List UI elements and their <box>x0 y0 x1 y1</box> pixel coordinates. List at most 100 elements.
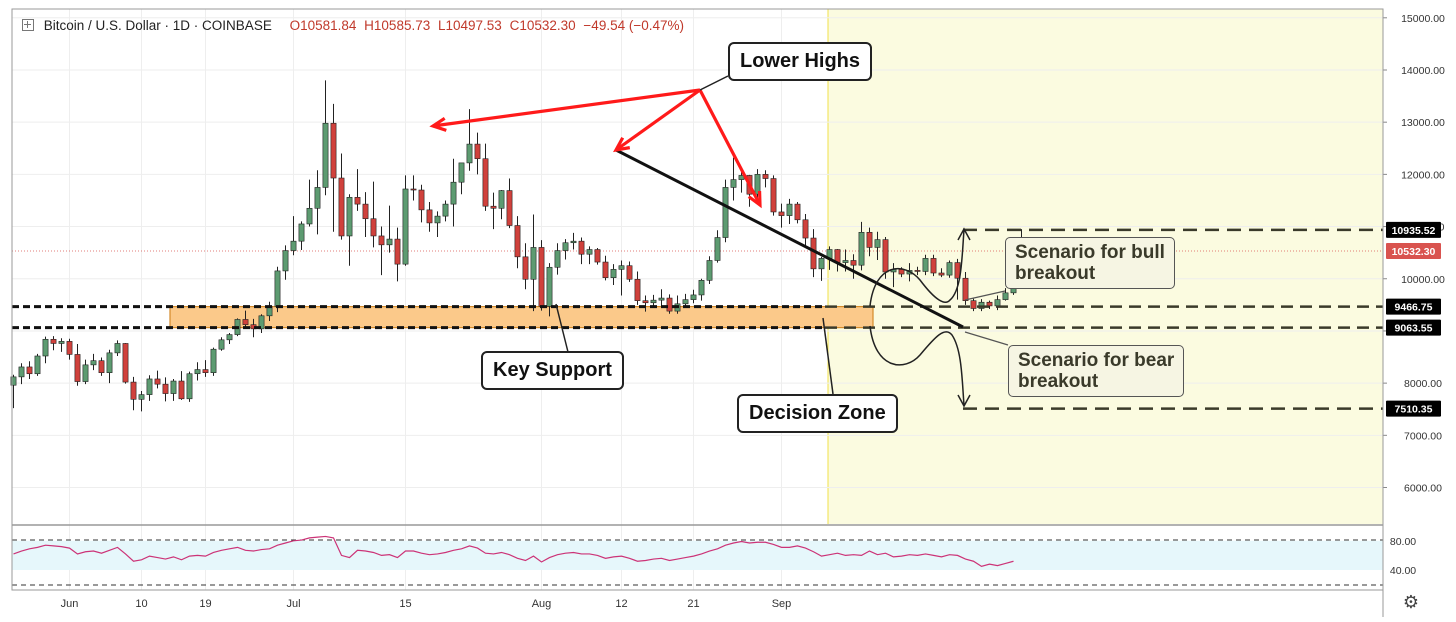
bear-scenario-arrowhead <box>957 394 971 408</box>
candle-body <box>466 143 473 164</box>
candle <box>786 198 793 224</box>
candle-body <box>34 355 41 375</box>
candle-body <box>730 179 737 188</box>
candle <box>522 243 529 290</box>
candle <box>754 169 761 199</box>
candle-body <box>482 158 489 207</box>
candle <box>466 109 473 171</box>
candle-body <box>498 190 505 209</box>
candle <box>186 371 193 402</box>
candle <box>170 378 177 401</box>
price-label-support-upper-box <box>1386 298 1441 315</box>
candle-body <box>18 366 25 378</box>
lower-highs-pointer <box>699 75 729 91</box>
candle-body <box>138 394 145 400</box>
candle-body <box>66 341 73 355</box>
candle-body <box>42 338 49 357</box>
candle <box>370 181 377 248</box>
candle-body <box>610 269 617 279</box>
candle <box>666 294 673 314</box>
rsi-tick-label: 40.00 <box>1390 565 1416 577</box>
candle <box>802 214 809 248</box>
rsi-series-line <box>13 535 1014 567</box>
candle <box>474 132 481 175</box>
candle <box>458 162 465 195</box>
key-support-label: Key Support <box>481 351 624 390</box>
candle-body <box>394 238 401 265</box>
candle <box>506 178 513 229</box>
candle-body <box>994 299 1001 307</box>
lower-highs-arrow-1 <box>432 88 701 128</box>
candle-body <box>426 209 433 224</box>
candle-body <box>570 240 577 244</box>
bear-scenario-label: Scenario for bear breakout <box>1008 345 1185 397</box>
decision-zone-pointer <box>822 317 834 395</box>
candle-body <box>538 247 545 307</box>
rsi-tick-label: 80.00 <box>1390 536 1416 548</box>
candle-body <box>346 197 353 237</box>
candle-body <box>522 256 529 280</box>
candle-body <box>778 211 785 216</box>
candle-body <box>714 237 721 261</box>
bear-scenario-line1: Scenario for bear <box>1018 350 1175 371</box>
candle <box>178 371 185 400</box>
candle-body <box>442 203 449 217</box>
candle <box>442 200 449 222</box>
candle <box>538 240 545 311</box>
candle <box>698 278 705 301</box>
x-tick-label: Jul <box>286 598 300 610</box>
candle <box>106 349 113 384</box>
candle-body <box>578 240 585 255</box>
candle <box>114 340 121 356</box>
candle <box>690 289 697 304</box>
candle-body <box>122 343 129 383</box>
candle-body <box>554 250 561 268</box>
candle <box>18 363 25 385</box>
candle <box>306 179 313 227</box>
candle-body <box>1002 292 1009 300</box>
x-tick-label: 15 <box>399 598 411 610</box>
candle-body <box>330 122 337 179</box>
candle-body <box>202 369 209 373</box>
candle <box>714 230 721 263</box>
candle <box>706 256 713 284</box>
candle <box>98 357 105 376</box>
plus-square-icon[interactable] <box>22 19 34 31</box>
candle <box>346 194 353 266</box>
candle <box>610 264 617 286</box>
candle <box>658 289 665 306</box>
symbol-header: Bitcoin / U.S. Dollar · 1D · COINBASE O1… <box>22 18 684 33</box>
candle-body <box>914 270 921 272</box>
candle-body <box>770 178 777 213</box>
candle <box>50 336 57 351</box>
candle <box>10 374 17 409</box>
bull-scenario-line1: Scenario for bull <box>1015 242 1165 263</box>
candle-body <box>690 294 697 300</box>
candle <box>562 239 569 260</box>
candle-body <box>850 260 857 266</box>
candle <box>386 205 393 253</box>
candle-body <box>754 174 761 195</box>
key-support-pointer <box>555 303 569 353</box>
candle <box>322 80 329 196</box>
candle <box>482 143 489 211</box>
candle-body <box>26 366 33 375</box>
candle-body <box>586 249 593 255</box>
gear-icon[interactable]: ⚙ <box>1402 592 1420 612</box>
candle-body <box>306 207 313 225</box>
candle-body <box>322 122 329 188</box>
lower-highs-arrow-2 <box>615 88 701 152</box>
candle-body <box>626 265 633 280</box>
candle <box>970 298 977 312</box>
candle-body <box>194 369 201 375</box>
candle <box>202 360 209 377</box>
candle-body <box>418 189 425 211</box>
candle <box>770 175 777 216</box>
candle <box>146 375 153 401</box>
candle-body <box>106 352 113 373</box>
candle <box>210 347 217 376</box>
candle-body <box>338 177 345 237</box>
candle-body <box>362 203 369 220</box>
candle-body <box>866 232 873 248</box>
candle <box>778 203 785 228</box>
